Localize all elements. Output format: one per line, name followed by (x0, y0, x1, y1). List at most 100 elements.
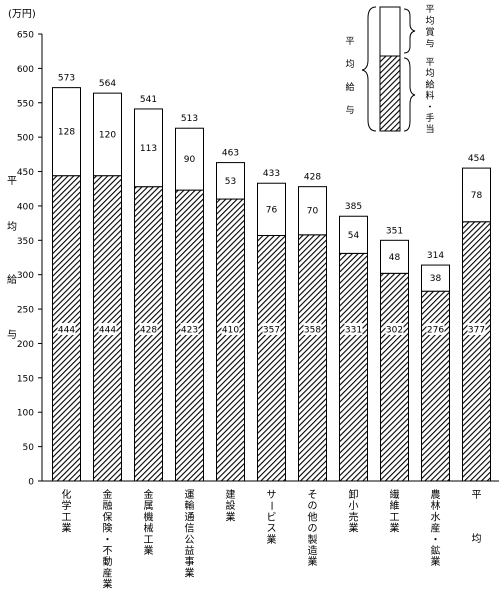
bonus-label: 90 (184, 155, 196, 165)
x-label-char: 製 (308, 533, 318, 546)
legend-lower-label-char: 料 (425, 90, 434, 102)
bar-segment-base (462, 221, 491, 482)
x-label-char: 産 (431, 522, 441, 535)
bonus-label: 70 (307, 207, 319, 217)
x-label-char: 属 (144, 500, 154, 512)
base-label: 410 (222, 326, 239, 336)
base-label: 331 (345, 326, 362, 336)
bar-segment-base (257, 234, 286, 482)
y-tick-label: 200 (17, 340, 34, 350)
base-label-bg (262, 323, 281, 335)
x-label-char: ビ (267, 511, 277, 523)
legend-group-label-char: 給 (345, 81, 354, 93)
x-label-char: 保 (103, 510, 113, 523)
x-label-char: 業 (349, 522, 359, 535)
legend-lower-label-char: ・ (425, 103, 434, 113)
bars: 573 128 444 564 120 444 541 113 428 513 90 423 463 53… (52, 74, 491, 482)
y-tick-label: 100 (17, 409, 34, 419)
legend-lower-label-char: 均 (425, 67, 434, 79)
bonus-label: 38 (430, 274, 442, 284)
total-label: 463 (222, 149, 239, 159)
x-label-char: 繊 (390, 488, 400, 501)
y-tick-label: 550 (17, 99, 34, 109)
legend-brace-bonus (403, 8, 416, 54)
x-label-char: 業 (144, 544, 154, 557)
base-label-bg (467, 323, 486, 335)
total-label: 564 (99, 79, 116, 89)
x-label-char: 設 (226, 499, 236, 512)
x-label-char: 工 (62, 512, 72, 523)
x-label-char: 卸 (349, 488, 359, 501)
x-label-char: 業 (103, 578, 113, 591)
x-label-char: の (308, 524, 318, 535)
x-label-char: 工 (144, 535, 154, 546)
y-axis-title-char: 平 (7, 176, 17, 187)
bar-segment-bonus (421, 264, 450, 292)
x-label-char: ー (265, 501, 276, 511)
base-label: 444 (99, 326, 116, 336)
x-label-char: 動 (103, 555, 113, 568)
x-label-char: ・ (431, 535, 441, 546)
legend-upper-label-char: 平 (425, 4, 434, 15)
legend-upper-label-char: 均 (425, 15, 434, 27)
x-label-char: 事 (185, 555, 195, 568)
x-label-char: 金 (103, 488, 113, 501)
y-tick-label: 450 (17, 168, 34, 178)
bonus-label: 113 (140, 144, 157, 154)
y-axis-title-char: 給 (7, 273, 17, 286)
total-label: 385 (345, 202, 362, 212)
legend-swatch-base (379, 55, 401, 132)
bonus-label: 120 (99, 130, 116, 140)
x-label-char: 均 (472, 533, 482, 545)
x-label-char: 機 (144, 510, 154, 523)
bonus-label: 76 (266, 205, 278, 215)
bar-segment-bonus (93, 92, 122, 177)
base-label-bg (344, 323, 363, 335)
base-label-bg (139, 323, 158, 335)
legend-lower-label-char: 給 (425, 78, 434, 90)
base-label-bg (57, 323, 76, 335)
bar-segment-bonus (52, 87, 81, 177)
bar-segment-base (421, 290, 450, 482)
x-label-char: 通 (185, 511, 195, 523)
x-label-char: 産 (103, 566, 113, 579)
total-label: 513 (181, 114, 198, 124)
bar-segment-base (175, 189, 204, 482)
x-label-char: ス (267, 524, 277, 535)
bar-segment-base (339, 252, 368, 482)
total-label: 351 (386, 226, 403, 236)
x-label-char: 業 (226, 510, 236, 523)
legend-swatch-bonus (379, 6, 401, 57)
legend-brace-base (403, 57, 416, 132)
x-label-char: 融 (103, 500, 113, 512)
base-label-bg (98, 323, 117, 335)
legend-brace-outer (361, 6, 377, 132)
total-label: 428 (304, 173, 321, 183)
x-label-char: 業 (431, 555, 441, 568)
base-label-bg (180, 323, 199, 335)
total-label: 573 (58, 74, 75, 84)
y-tick-label: 250 (17, 306, 34, 316)
x-label-char: サ (267, 489, 277, 501)
bonus-label: 54 (348, 231, 360, 241)
x-label-char: 林 (431, 499, 441, 512)
x-label-char: 業 (62, 522, 72, 535)
x-label-char: 売 (349, 510, 359, 523)
legend-lower-label-char: 手 (425, 112, 434, 124)
total-label: 541 (140, 95, 157, 105)
bar-segment-bonus (339, 215, 368, 254)
base-label: 428 (140, 326, 157, 336)
unit-label: (万円) (8, 9, 36, 20)
bar-segment-base (216, 198, 245, 482)
y-tick-label: 150 (17, 374, 34, 384)
y-tick-label: 650 (17, 31, 34, 41)
y-tick-label: 50 (23, 443, 35, 453)
legend-group-label-char: 均 (345, 58, 354, 70)
x-label-char: 平 (472, 490, 482, 501)
x-label-char: の (308, 501, 318, 512)
total-label: 314 (427, 251, 444, 261)
x-label-char: 業 (267, 533, 277, 546)
y-tick-label: 350 (17, 237, 34, 247)
x-label-char: 輸 (185, 499, 195, 512)
